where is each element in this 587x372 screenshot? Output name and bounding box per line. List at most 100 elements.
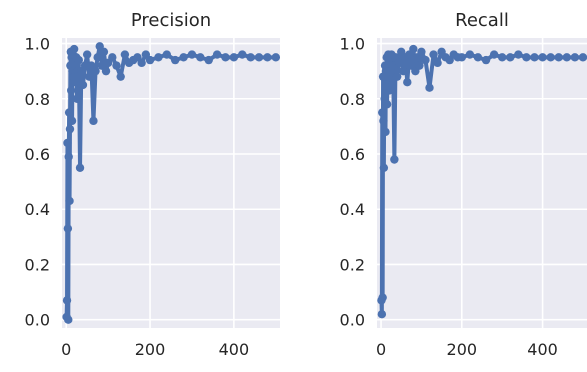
chart-precision: Precision 0 200 400 0.0 0.2 0.4 0.6 0.8 1.0 xyxy=(25,10,280,359)
data-point xyxy=(108,53,117,62)
data-point xyxy=(421,55,430,65)
data-point xyxy=(538,53,547,62)
data-point xyxy=(63,224,73,233)
chart-title: Recall xyxy=(455,10,509,31)
data-point xyxy=(381,127,390,137)
data-point xyxy=(399,66,408,76)
data-point xyxy=(465,50,475,59)
data-point xyxy=(93,53,102,62)
data-point xyxy=(489,50,499,59)
data-point xyxy=(67,86,76,95)
data-point xyxy=(379,163,389,173)
data-point xyxy=(417,47,426,57)
data-point xyxy=(145,55,155,65)
data-point xyxy=(497,53,507,62)
data-point xyxy=(382,100,392,109)
y-tick-label: 0.6 xyxy=(25,145,50,164)
y-tick-label: 0.2 xyxy=(340,255,365,274)
y-tick-label: 0.0 xyxy=(340,311,365,330)
data-point xyxy=(64,315,73,324)
data-point xyxy=(578,53,587,62)
data-point xyxy=(514,50,523,59)
data-point xyxy=(64,152,73,161)
data-point xyxy=(425,83,434,92)
y-tick-label: 1.0 xyxy=(340,35,365,54)
x-tick-label: 0 xyxy=(61,340,71,359)
data-point xyxy=(187,50,197,59)
y-tick-label: 0.6 xyxy=(340,145,365,164)
x-tick-label: 0 xyxy=(376,340,386,359)
data-point xyxy=(221,53,230,62)
data-point xyxy=(65,124,75,134)
data-point xyxy=(554,53,563,62)
data-point xyxy=(570,53,580,62)
data-point xyxy=(457,53,467,62)
data-point xyxy=(409,44,418,54)
data-point xyxy=(65,196,74,206)
data-point xyxy=(112,61,121,70)
y-tick-label: 0.8 xyxy=(25,90,50,109)
x-tick-label: 400 xyxy=(527,340,558,359)
data-point xyxy=(162,50,172,59)
data-point xyxy=(99,47,109,57)
y-tick-label: 1.0 xyxy=(25,35,50,54)
data-point xyxy=(377,309,387,319)
data-point xyxy=(69,44,79,54)
chart-title: Precision xyxy=(131,10,211,31)
data-point xyxy=(392,72,402,81)
data-point xyxy=(91,66,100,76)
data-point xyxy=(546,53,555,62)
data-point xyxy=(238,50,247,59)
y-tick-label: 0.4 xyxy=(340,200,365,219)
data-point xyxy=(75,163,85,173)
data-point xyxy=(390,155,399,164)
data-point xyxy=(212,50,222,59)
data-point xyxy=(229,53,239,62)
data-point xyxy=(271,53,280,62)
data-point xyxy=(80,61,90,70)
x-tick-label: 200 xyxy=(447,340,478,359)
data-point xyxy=(62,296,72,305)
data-point xyxy=(120,50,130,59)
data-point xyxy=(403,77,412,87)
data-point xyxy=(101,66,111,76)
data-point xyxy=(415,61,424,70)
data-point xyxy=(530,53,539,62)
data-point xyxy=(388,80,397,90)
data-point xyxy=(433,58,442,68)
data-point xyxy=(378,293,387,302)
data-point xyxy=(85,72,94,81)
data-point xyxy=(78,80,88,90)
series-group xyxy=(62,42,280,324)
data-point xyxy=(522,53,531,62)
data-point xyxy=(67,116,77,126)
data-point xyxy=(263,53,272,62)
y-tick-label: 0.4 xyxy=(25,200,50,219)
data-point xyxy=(395,58,404,68)
data-point xyxy=(72,94,82,103)
data-point xyxy=(82,50,92,59)
data-point xyxy=(562,53,572,62)
data-point xyxy=(473,53,483,62)
series-group xyxy=(377,44,587,319)
data-point xyxy=(89,116,98,126)
data-point xyxy=(429,50,438,59)
data-point xyxy=(64,108,74,117)
y-tick-label: 0.2 xyxy=(25,255,50,274)
data-point xyxy=(481,55,491,65)
data-point xyxy=(74,55,83,65)
plot-area xyxy=(377,38,587,328)
data-point xyxy=(154,53,163,62)
y-tick-label: 0.8 xyxy=(340,90,365,109)
data-point xyxy=(378,108,387,117)
data-point xyxy=(179,53,188,62)
data-point xyxy=(170,55,180,65)
y-tick-label: 0.0 xyxy=(25,311,50,330)
plot-area xyxy=(62,38,280,328)
data-point xyxy=(379,116,388,126)
data-point xyxy=(246,53,255,62)
data-point xyxy=(204,55,213,65)
data-point xyxy=(63,138,72,148)
data-point xyxy=(196,53,205,62)
